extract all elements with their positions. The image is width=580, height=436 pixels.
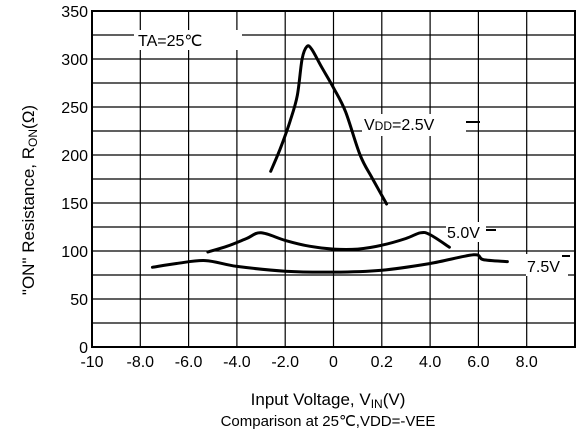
y-tick-label: 50 [70, 292, 88, 309]
ta-label: TA=25℃ [138, 33, 202, 50]
y-tick-label: 200 [61, 148, 88, 165]
ta-label-mask [134, 30, 242, 50]
v75-label-mask [526, 254, 568, 276]
x-tick-label: -2.0 [271, 354, 299, 371]
v5-label-mask [446, 222, 486, 242]
series-line-3 [150, 253, 509, 274]
vdd-label: VDD=2.5V [364, 117, 435, 134]
y-tick-label: 100 [61, 244, 88, 261]
x-tick-label: -6.0 [175, 354, 203, 371]
x-axis-title: Input Voltage, VIN(V) [251, 390, 406, 411]
y-tick-labels: 0 50 100 150 200 250 300 350 [61, 4, 88, 357]
x-tick-label: -10 [80, 354, 103, 371]
y-tick-label: 250 [61, 100, 88, 117]
grid [91, 10, 576, 348]
y-tick-label: 0 [79, 340, 88, 357]
y-axis-title: "ON" Resistance, RON(Ω) [19, 105, 40, 295]
chart-caption: Comparison at 25℃,VDD=-VEE [221, 413, 436, 430]
x-tick-label: 8.0 [516, 354, 538, 371]
plot-frame [91, 10, 576, 348]
y-tick-label: 300 [61, 52, 88, 69]
vdd-label-mask [362, 114, 466, 136]
x-tick-label: 0.2 [371, 354, 393, 371]
v75-label: 7.5V [527, 259, 560, 276]
series-line-1 [269, 44, 389, 206]
v5-label: 5.0V [447, 225, 480, 242]
x-tick-label: -4.0 [223, 354, 251, 371]
x-tick-label: 4.0 [419, 354, 441, 371]
series-line-2 [206, 230, 451, 254]
x-tick-label: -8.0 [127, 354, 155, 371]
series-layer [150, 44, 509, 274]
x-tick-label: 6.0 [467, 354, 489, 371]
x-tick-labels: -10 -8.0 -6.0 -4.0 -2.0 0 0.2 4.0 6.0 8.0 [80, 354, 537, 371]
y-tick-label: 350 [61, 4, 88, 21]
y-tick-label: 150 [61, 196, 88, 213]
x-tick-label: 0 [329, 354, 338, 371]
